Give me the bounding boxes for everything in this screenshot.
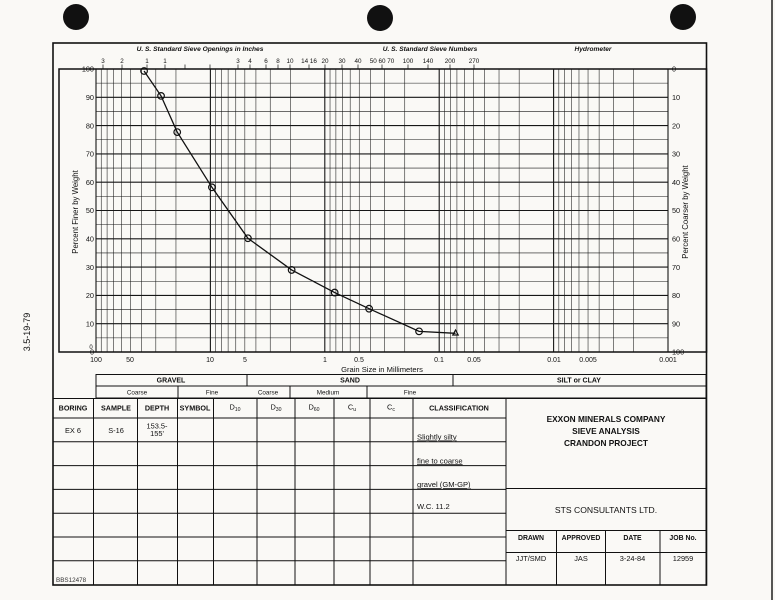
svg-text:70: 70 <box>672 263 680 272</box>
svg-text:JJT/SMD: JJT/SMD <box>516 554 546 563</box>
svg-text:30: 30 <box>672 150 680 159</box>
svg-text:50: 50 <box>126 357 134 364</box>
svg-text:40: 40 <box>86 235 94 244</box>
svg-text:0.001: 0.001 <box>659 357 677 364</box>
svg-text:200: 200 <box>445 58 456 65</box>
svg-text:100: 100 <box>90 357 102 364</box>
svg-text:SYMBOL: SYMBOL <box>180 404 211 413</box>
svg-text:APPROVED: APPROVED <box>562 535 601 542</box>
svg-text:5: 5 <box>243 357 247 364</box>
svg-text:6: 6 <box>264 58 268 65</box>
svg-text:100: 100 <box>82 65 94 74</box>
svg-text:70: 70 <box>86 150 94 159</box>
svg-text:Slightly silty: Slightly silty <box>417 433 457 442</box>
svg-text:270: 270 <box>469 58 480 65</box>
svg-text:fine to coarse: fine to coarse <box>417 456 463 465</box>
svg-text:3: 3 <box>101 58 105 65</box>
svg-text:Percent Finer by Weight: Percent Finer by Weight <box>71 169 80 253</box>
svg-text:30: 30 <box>338 58 346 65</box>
svg-text:DEPTH: DEPTH <box>145 404 169 413</box>
svg-text:4: 4 <box>248 58 252 65</box>
svg-text:SILT or CLAY: SILT or CLAY <box>557 378 601 385</box>
svg-text:50: 50 <box>86 206 94 215</box>
svg-text:14 16: 14 16 <box>301 58 317 65</box>
svg-text:10: 10 <box>672 93 680 102</box>
svg-text:3: 3 <box>236 58 240 65</box>
svg-text:S-16: S-16 <box>108 426 124 435</box>
svg-text:60: 60 <box>86 178 94 187</box>
svg-text:0.05: 0.05 <box>467 357 481 364</box>
svg-text:SAMPLE: SAMPLE <box>101 404 131 413</box>
svg-text:20: 20 <box>672 121 680 130</box>
svg-text:gravel (GM-GP): gravel (GM-GP) <box>417 480 471 489</box>
svg-text:0.005: 0.005 <box>579 357 597 364</box>
svg-text:STS CONSULTANTS LTD.: STS CONSULTANTS LTD. <box>555 505 657 515</box>
svg-text:W.C. 11.2: W.C. 11.2 <box>417 502 450 511</box>
svg-text:80: 80 <box>672 291 680 300</box>
svg-text:60: 60 <box>672 235 680 244</box>
svg-text:8: 8 <box>276 58 280 65</box>
svg-text:BBS12478: BBS12478 <box>56 577 87 584</box>
svg-text:SIEVE ANALYSIS: SIEVE ANALYSIS <box>572 426 640 436</box>
svg-text:Percent Coarser by Weight: Percent Coarser by Weight <box>681 164 690 258</box>
svg-text:50 60 70: 50 60 70 <box>370 58 395 65</box>
svg-text:DATE: DATE <box>623 535 642 542</box>
svg-text:JOB No.: JOB No. <box>669 535 696 542</box>
svg-text:40: 40 <box>354 58 362 65</box>
svg-text:U. S. Standard Sieve Openings: U. S. Standard Sieve Openings in Inches <box>137 46 264 53</box>
svg-text:GRAVEL: GRAVEL <box>157 378 186 385</box>
svg-text:50: 50 <box>672 206 680 215</box>
svg-text:40: 40 <box>672 178 680 187</box>
svg-text:20: 20 <box>321 58 329 65</box>
svg-text:1: 1 <box>323 357 327 364</box>
svg-text:10: 10 <box>206 357 214 364</box>
svg-text:U. S. Standard Sieve Numbers: U. S. Standard Sieve Numbers <box>383 46 478 53</box>
svg-text:SAND: SAND <box>340 378 360 385</box>
svg-text:Coarse: Coarse <box>258 390 279 397</box>
svg-text:Medium: Medium <box>317 390 339 397</box>
svg-text:90: 90 <box>86 93 94 102</box>
svg-text:80: 80 <box>86 121 94 130</box>
svg-text:Grain Size in Millimeters: Grain Size in Millimeters <box>341 365 423 374</box>
svg-text:0.1: 0.1 <box>434 357 444 364</box>
svg-text:Hydrometer: Hydrometer <box>574 46 611 53</box>
svg-text:EXXON MINERALS COMPANY: EXXON MINERALS COMPANY <box>547 414 666 424</box>
svg-text:140: 140 <box>423 58 434 65</box>
svg-text:10: 10 <box>286 58 294 65</box>
svg-text:0.01: 0.01 <box>547 357 561 364</box>
svg-text:10: 10 <box>86 319 94 328</box>
svg-text:EX 6: EX 6 <box>65 426 81 435</box>
svg-text:0: 0 <box>672 65 676 74</box>
svg-text:DRAWN: DRAWN <box>518 535 544 542</box>
svg-text:0.5: 0.5 <box>354 357 364 364</box>
svg-text:CRANDON PROJECT: CRANDON PROJECT <box>564 438 648 448</box>
svg-text:CLASSIFICATION: CLASSIFICATION <box>429 404 489 413</box>
svg-text:1: 1 <box>163 58 167 65</box>
svg-text:Fine: Fine <box>206 390 219 397</box>
svg-text:155': 155' <box>150 429 164 438</box>
svg-text:3.5-19-79: 3.5-19-79 <box>22 313 32 352</box>
svg-text:100: 100 <box>672 348 684 357</box>
svg-text:100: 100 <box>403 58 414 65</box>
svg-text:Fine: Fine <box>404 390 417 397</box>
svg-text:90: 90 <box>672 319 680 328</box>
svg-text:BORING: BORING <box>59 404 88 413</box>
svg-text:1: 1 <box>145 58 149 65</box>
svg-text:3-24-84: 3-24-84 <box>620 554 645 563</box>
svg-text:2: 2 <box>120 58 124 65</box>
svg-text:JAS: JAS <box>574 554 588 563</box>
svg-text:Coarse: Coarse <box>127 390 148 397</box>
svg-text:20: 20 <box>86 291 94 300</box>
svg-text:12959: 12959 <box>673 554 694 563</box>
svg-text:30: 30 <box>86 263 94 272</box>
